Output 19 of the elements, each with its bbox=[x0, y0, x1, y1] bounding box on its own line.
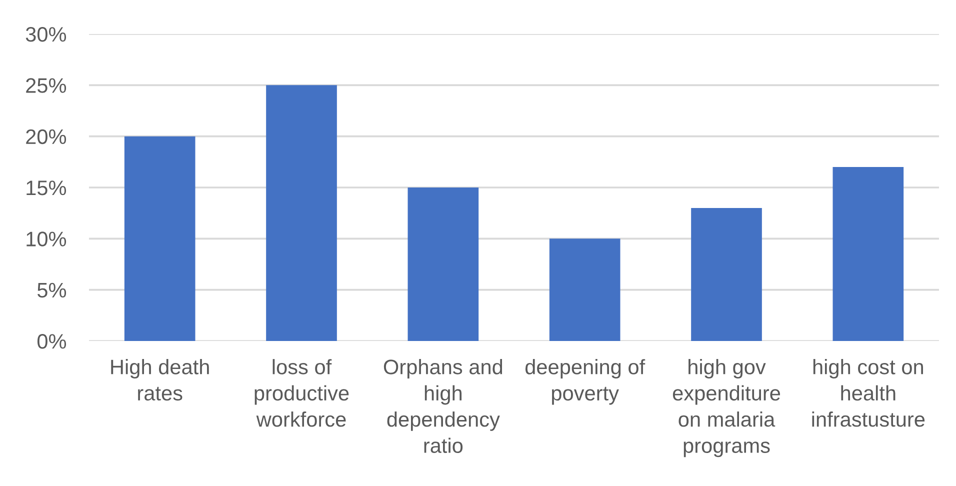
y-tick-label: 30% bbox=[26, 27, 66, 42]
bar bbox=[832, 167, 904, 341]
bar bbox=[549, 238, 620, 341]
x-tick-label: High death rates bbox=[111, 359, 209, 401]
bar bbox=[124, 136, 196, 341]
bar bbox=[691, 208, 762, 341]
x-tick-label: high gov expenditure on malaria programs bbox=[672, 359, 780, 458]
x-tick-label: Orphans and high dependency ratio bbox=[384, 359, 502, 453]
x-tick-label: high cost on health infrastusture bbox=[812, 359, 925, 427]
y-tick-label: 15% bbox=[26, 180, 66, 196]
x-tick-label: loss of productive workforce bbox=[254, 359, 349, 427]
y-tick-label: 25% bbox=[26, 78, 66, 93]
y-tick-label: 10% bbox=[26, 232, 66, 246]
bar bbox=[266, 85, 337, 341]
bar bbox=[408, 188, 479, 341]
y-tick-label: 20% bbox=[26, 129, 66, 144]
y-tick-label: 0% bbox=[37, 334, 66, 349]
x-tick-label: deepening of poverty bbox=[525, 359, 646, 405]
y-tick-label: 5% bbox=[38, 282, 66, 298]
